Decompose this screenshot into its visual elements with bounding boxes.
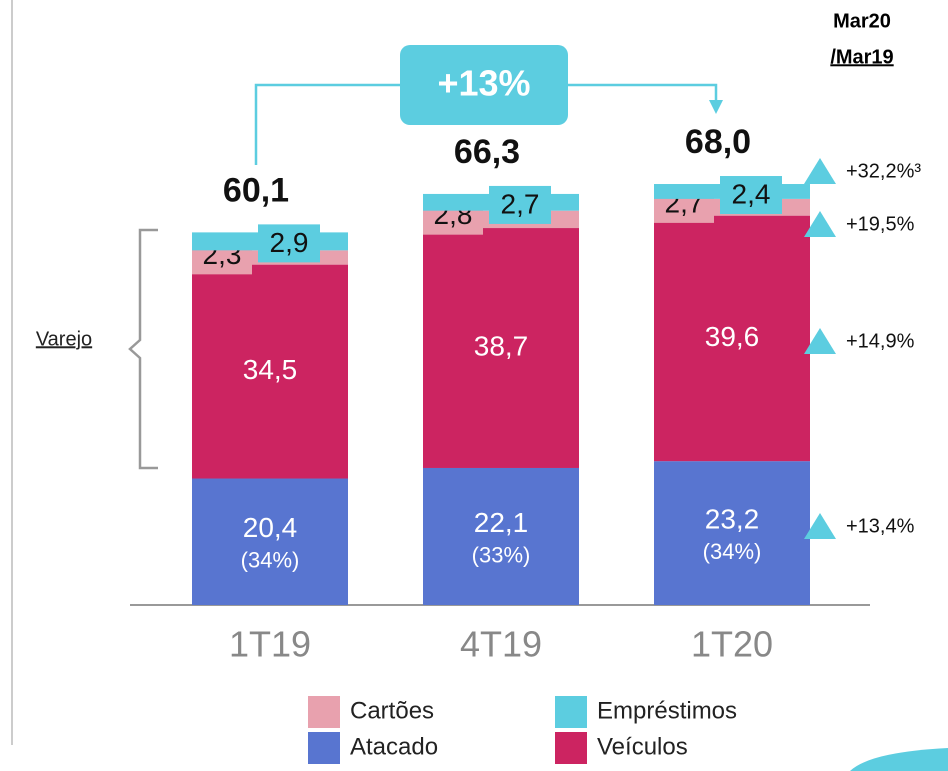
total-label: 68,0: [685, 123, 751, 161]
annotation-box: [400, 45, 568, 125]
value-label: 2,7: [501, 188, 540, 219]
growth-label: +32,2%³: [846, 160, 921, 182]
growth-arrow: [804, 211, 836, 237]
legend-label: Atacado: [350, 733, 438, 760]
value-label: 38,7: [474, 330, 529, 361]
header: Mar20: [833, 10, 891, 32]
header: /Mar19: [830, 46, 893, 68]
label-box: [720, 176, 782, 215]
growth-arrow: [804, 158, 836, 184]
bar-segment: [192, 264, 348, 479]
growth-label: +14,9%: [846, 330, 915, 352]
legend-label: Empréstimos: [597, 697, 737, 724]
legend-swatch: [308, 696, 340, 728]
bar-segment: [654, 461, 810, 605]
legend-label: Cartões: [350, 697, 434, 724]
share-label: (34%): [241, 548, 300, 573]
value-label: 2,4: [732, 178, 771, 209]
x-tick-label: 1T20: [691, 624, 773, 665]
legend-label: Veículos: [597, 733, 688, 760]
legend-swatch: [555, 732, 587, 764]
label-box: [258, 224, 320, 263]
growth-arrow: [804, 328, 836, 354]
share-label: (33%): [472, 542, 531, 567]
brace: [128, 228, 158, 470]
total-label: 66,3: [454, 133, 520, 171]
legend-swatch: [555, 696, 587, 728]
label-box: [489, 185, 551, 224]
annotation: +13%: [437, 63, 530, 104]
bar-segment: [192, 478, 348, 605]
value-label: 34,5: [243, 354, 298, 385]
growth-label: +13,4%: [846, 515, 915, 537]
growth-arrow: [804, 513, 836, 539]
value-label: 2,9: [270, 227, 309, 258]
value-label: 23,2: [705, 503, 760, 534]
bar-segment: [423, 228, 579, 468]
bar-segment: [423, 467, 579, 605]
decoration: [850, 748, 948, 771]
legend-swatch: [308, 732, 340, 764]
value-label: 20,4: [243, 512, 298, 543]
value-label: 22,1: [474, 507, 529, 538]
growth-label: +19,5%: [846, 213, 915, 235]
value-label: 39,6: [705, 321, 760, 352]
group-label: Varejo: [36, 328, 92, 350]
bar-segment: [654, 215, 810, 462]
x-tick-label: 4T19: [460, 624, 542, 665]
share-label: (34%): [703, 539, 762, 564]
x-tick-label: 1T19: [229, 624, 311, 665]
total-label: 60,1: [223, 171, 289, 209]
arrow-head: [709, 100, 723, 114]
